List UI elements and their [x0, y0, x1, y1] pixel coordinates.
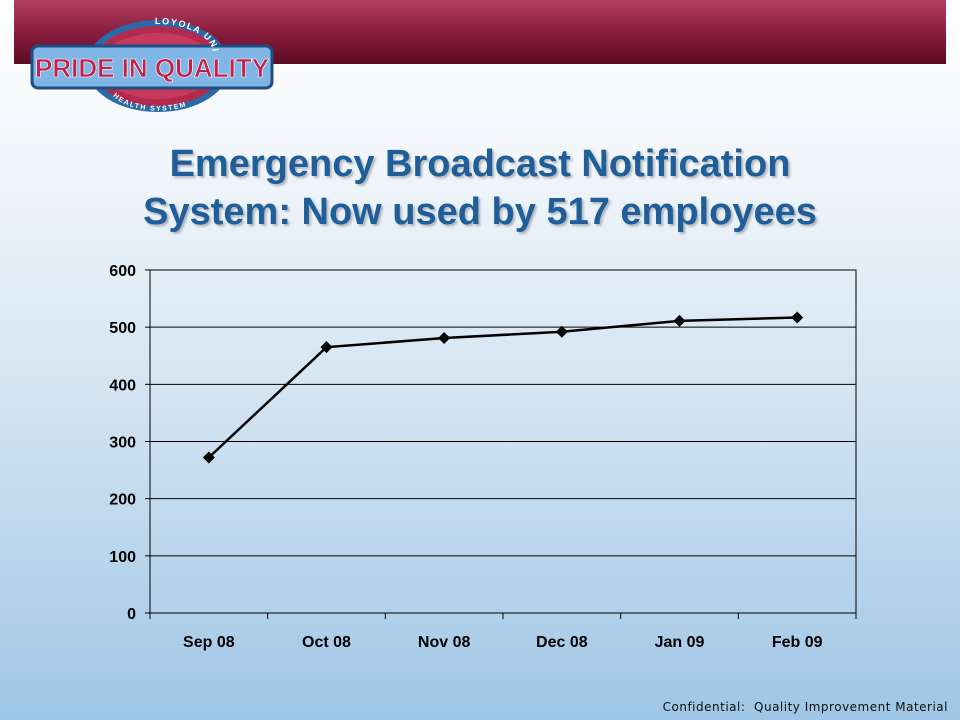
y-tick-label: 500: [109, 320, 136, 337]
x-tick-label: Sep 08: [183, 634, 235, 651]
data-point: [791, 311, 804, 324]
y-tick-label: 100: [109, 549, 136, 566]
confidential-footer: Confidential: Quality Improvement Materi…: [662, 700, 948, 714]
data-point: [555, 325, 568, 338]
data-point: [320, 341, 333, 354]
slide-title: Emergency Broadcast Notification System:…: [0, 140, 960, 236]
x-tick-label: Feb 09: [772, 634, 823, 651]
title-line-1: Emergency Broadcast Notification: [169, 143, 791, 185]
data-point: [438, 332, 451, 345]
x-tick-label: Jan 09: [655, 634, 705, 651]
data-point: [673, 314, 686, 327]
title-line-2: System: Now used by 517 employees: [143, 191, 817, 233]
x-tick-label: Nov 08: [418, 634, 471, 651]
y-tick-label: 0: [127, 606, 136, 623]
y-tick-label: 200: [109, 492, 136, 509]
series-line: [207, 316, 798, 459]
data-point: [202, 451, 215, 464]
y-tick-label: 300: [109, 435, 136, 452]
x-tick-label: Dec 08: [536, 634, 588, 651]
y-tick-label: 400: [109, 377, 136, 394]
plot-area: [149, 269, 857, 614]
pride-in-quality-logo: LOYOLA UNIVERSITY PRIDE IN QUALITY HEALT…: [28, 14, 274, 113]
x-tick-label: Oct 08: [302, 634, 351, 651]
svg-text:PRIDE IN QUALITY: PRIDE IN QUALITY: [35, 53, 269, 83]
y-tick-label: 600: [109, 263, 136, 280]
